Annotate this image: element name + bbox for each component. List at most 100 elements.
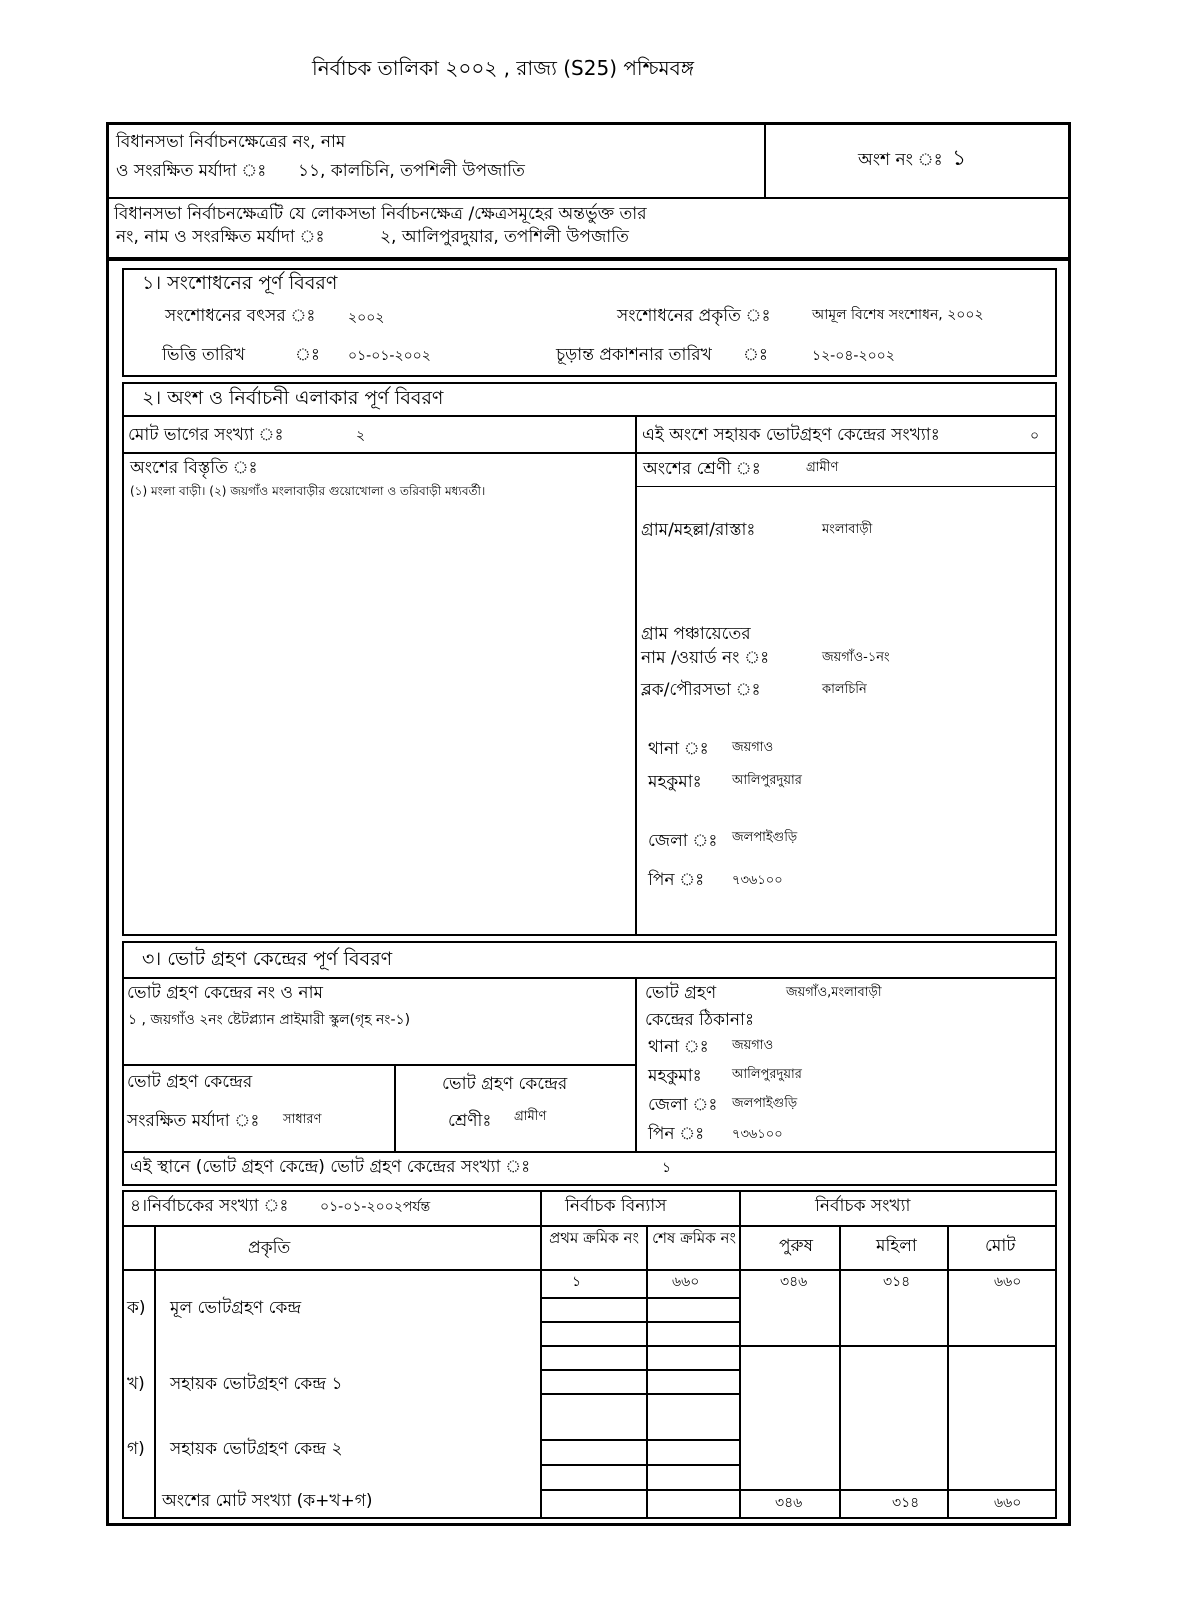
separator: ঃ — [743, 345, 768, 365]
police-station-value: জয়গাও — [732, 740, 774, 755]
electors-header: নির্বাচক সংখ্যা — [815, 1196, 911, 1216]
column-header-total: মোট — [985, 1236, 1016, 1256]
station-count-label: এই স্থানে (ভোট গ্রহণ কেন্দ্রে) ভোট গ্রহণ… — [130, 1157, 531, 1177]
document-title: নির্বাচক তালিকা ২০০২ , রাজ্য (S25) পশ্চি… — [312, 56, 695, 80]
district-label: জেলা ঃ — [648, 1095, 718, 1115]
publication-date-value: ১২-০৪-২০০২ — [812, 348, 895, 364]
total-label: অংশের মোট সংখ্যা (ক+খ+গ) — [162, 1491, 373, 1511]
divider — [541, 1393, 739, 1395]
section-1-box — [122, 268, 1057, 377]
divider — [636, 486, 1056, 487]
polling-station-label: ভোট গ্রহণ কেন্দ্রের নং ও নাম — [127, 983, 323, 1003]
polling-station-value: ১ , জয়গাঁও ২নং ষ্টেটপ্ল্যান প্রাইমারী স… — [128, 1012, 411, 1028]
type-value: গ্রামীণ — [514, 1109, 547, 1124]
divider — [541, 1321, 739, 1323]
aux-stations-label: এই অংশে সহায়ক ভোটগ্রহণ কেন্দ্রের সংখ্যা… — [642, 425, 940, 445]
subdivision-label: মহকুমাঃ — [648, 1066, 702, 1086]
sections-label: মোট ভাগের সংখ্যা ঃ — [128, 425, 284, 445]
row-label: সহায়ক ভোটগ্রহণ কেন্দ্র ২ — [170, 1439, 343, 1459]
assembly-value: ১১, কালচিনি, তপশিলী উপজাতি — [298, 161, 525, 181]
separator: ঃ — [295, 345, 320, 365]
divider — [541, 1369, 739, 1371]
district-value: জলপাইগুড়ি — [732, 1096, 798, 1111]
as-on-date: ০১-০১-২০০২পর্যন্ত — [320, 1199, 431, 1215]
divider — [635, 416, 637, 935]
parliament-value: ২, আলিপুরদুয়ার, তপশিলী উপজাতি — [380, 227, 629, 247]
divider — [123, 1269, 1056, 1271]
outer-frame — [106, 122, 1071, 1526]
divider — [108, 197, 1069, 199]
divider — [764, 124, 766, 198]
village-label: গ্রাম/মহল্লা/রাস্তাঃ — [641, 520, 756, 540]
block-value: কালচিনি — [822, 682, 867, 697]
divider — [394, 1065, 396, 1152]
parliament-label-2: নং, নাম ও সংরক্ষিত মর্যাদা ঃ — [116, 227, 325, 247]
divider — [646, 1226, 648, 1518]
pin-value: ৭৩৬১০০ — [732, 873, 783, 888]
total-male: ৩৪৬ — [775, 1495, 803, 1511]
column-header-male: পুরুষ — [779, 1236, 813, 1256]
divider — [123, 977, 1056, 979]
pin-value: ৭৩৬১০০ — [732, 1127, 783, 1142]
reserved-value: সাধারণ — [283, 1112, 322, 1127]
row-mark: গ) — [127, 1439, 145, 1459]
revision-nature-label: সংশোধনের প্রকৃতি ঃ — [617, 306, 771, 326]
revision-year-value: ২০০২ — [348, 310, 385, 326]
pin-label: পিন ঃ — [648, 870, 705, 890]
total-female: ৩১৪ — [892, 1495, 920, 1511]
column-header-first-serial: প্রথম ক্রমিক নং — [549, 1229, 639, 1247]
address-label: ভোট গ্রহণ — [645, 983, 717, 1003]
divider — [739, 1190, 741, 1518]
total-count: ৬৬০ — [994, 1274, 1022, 1290]
row-label: মূল ভোটগ্রহণ কেন্দ্র — [170, 1298, 302, 1318]
column-header-female: মহিলা — [876, 1236, 917, 1256]
divider — [541, 1439, 739, 1441]
assembly-label-2: ও সংরক্ষিত মর্যাদা ঃ — [116, 161, 267, 181]
district-value: জলপাইগুড়ি — [732, 830, 798, 845]
divider — [635, 978, 637, 1152]
part-value: ১ — [952, 146, 967, 171]
column-header-last-serial: শেষ ক্রমিক নং — [652, 1229, 736, 1247]
section-1-heading: ১। সংশোধনের পূর্ণ বিবরণ — [142, 272, 338, 294]
last-serial: ৬৬০ — [672, 1274, 700, 1290]
subdivision-value: আলিপুরদুয়ার — [732, 773, 802, 788]
reserved-label-2: সংরক্ষিত মর্যাদা ঃ — [127, 1111, 260, 1131]
type-label-2: শ্রেণীঃ — [448, 1111, 492, 1131]
reserved-label: ভোট গ্রহণ কেন্দ্রের — [127, 1072, 253, 1092]
category-label: অংশের শ্রেণী ঃ — [643, 459, 761, 479]
section-4-heading: ৪।নির্বাচকের সংখ্যা ঃ — [130, 1196, 289, 1216]
extent-label: অংশের বিস্তৃতি ঃ — [130, 458, 258, 478]
pin-label: পিন ঃ — [648, 1124, 705, 1144]
district-label: জেলা ঃ — [648, 831, 718, 851]
row-mark: ক) — [127, 1298, 146, 1318]
qualifying-date-label: ভিত্তি তারিখ — [162, 345, 246, 365]
publication-date-label: চূড়ান্ত প্রকাশনার তারিখ — [556, 345, 712, 365]
divider — [123, 1151, 1056, 1153]
divider — [541, 1345, 1056, 1347]
type-label: ভোট গ্রহণ কেন্দ্রের — [442, 1074, 568, 1094]
divider — [123, 1064, 635, 1066]
section-2-box — [122, 382, 1057, 936]
address-value: জয়গাঁও,মংলাবাড়ী — [786, 985, 882, 1000]
divider — [839, 1226, 841, 1518]
divider — [123, 1225, 1056, 1227]
aux-stations-value: ০ — [1030, 428, 1040, 444]
divider — [541, 1489, 1056, 1491]
divider — [540, 1190, 542, 1518]
divider — [541, 1297, 739, 1299]
male-count: ৩৪৬ — [780, 1274, 808, 1290]
assembly-label: বিধানসভা নির্বাচনক্ষেত্রের নং, নাম — [116, 132, 346, 152]
composition-header: নির্বাচক বিন্যাস — [565, 1196, 667, 1216]
address-label-2: কেন্দ্রের ঠিকানাঃ — [645, 1010, 755, 1030]
gp-label: গ্রাম পঞ্চায়েতের — [641, 624, 751, 644]
revision-year-label: সংশোধনের বৎসর ঃ — [165, 306, 316, 326]
female-count: ৩১৪ — [883, 1274, 911, 1290]
part-label: অংশ নং ঃ — [858, 150, 943, 170]
column-header-nature: প্রকৃতি — [248, 1238, 291, 1258]
gp-value: জয়গাঁও-১নং — [822, 650, 890, 665]
village-value: মংলাবাড়ী — [822, 522, 873, 537]
divider — [123, 452, 1056, 454]
qualifying-date-value: ০১-০১-২০০২ — [348, 348, 431, 364]
divider — [154, 1226, 156, 1518]
